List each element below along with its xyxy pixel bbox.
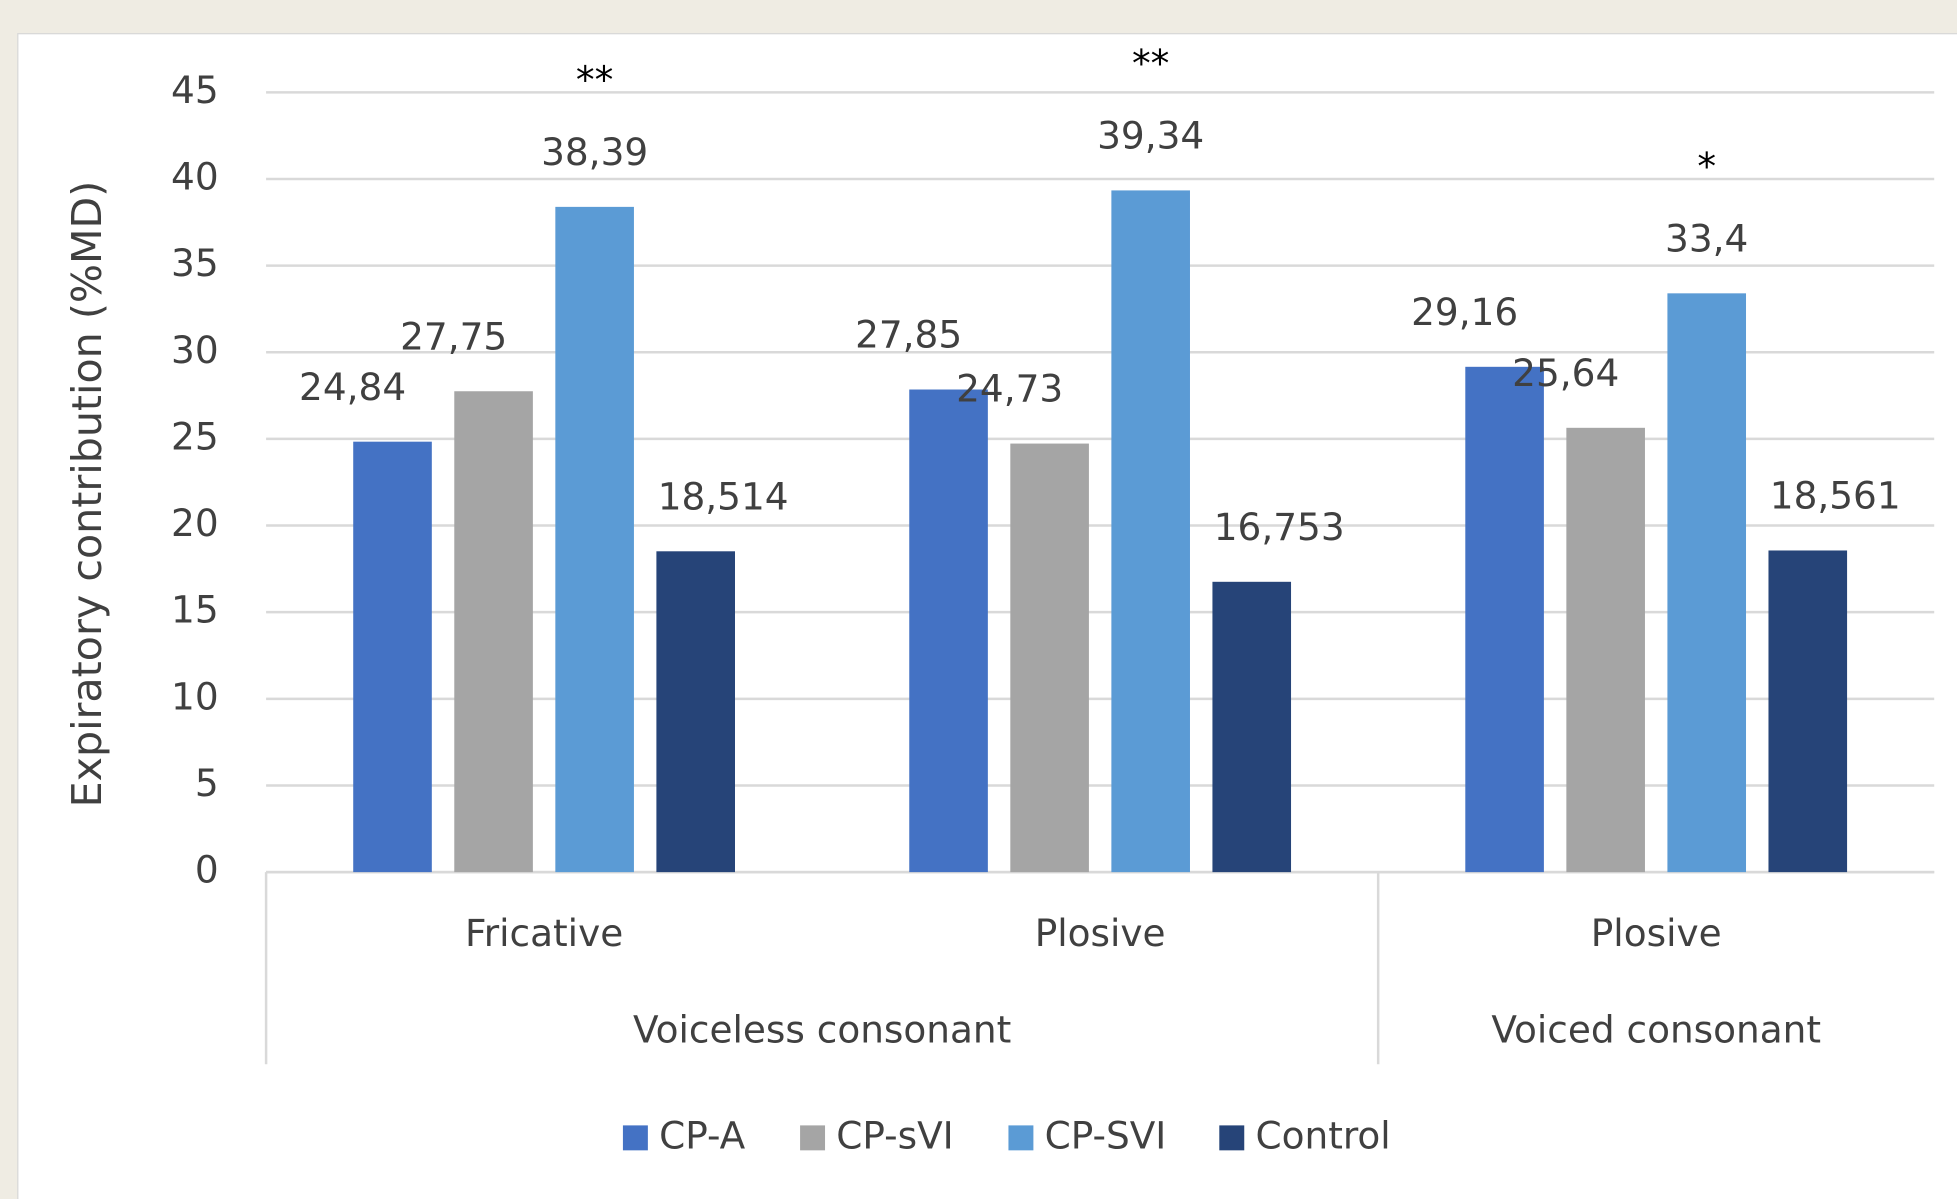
group-label: Voiceless consonant [633,1007,1011,1051]
data-label: 27,85 [855,313,962,357]
data-label: 27,75 [400,314,507,358]
y-tick-label: 0 [195,848,219,892]
legend-label: CP-sVI [836,1113,953,1157]
y-tick-label: 10 [171,674,219,718]
legend-swatch [1008,1125,1034,1151]
legend-swatch [800,1125,826,1151]
y-tick-label: 40 [171,154,219,198]
group-label: Voiced consonant [1491,1007,1821,1051]
y-tick-label: 35 [171,241,219,285]
bar [1010,443,1089,873]
bar [353,441,432,873]
significance-mark: * [1697,144,1716,188]
significance-mark: ** [1132,41,1169,85]
bar [1212,581,1292,873]
y-tick-label: 45 [171,68,219,112]
y-tick-label: 20 [171,501,219,545]
x-tick-label: Plosive [1591,911,1722,955]
data-label: 18,514 [658,474,789,518]
y-tick-label: 15 [171,588,219,632]
legend-label: CP-SVI [1045,1113,1167,1157]
y-tick-label: 30 [171,328,219,372]
bar [1768,550,1848,873]
data-label: 25,64 [1512,351,1619,395]
bar [909,389,988,873]
legend-swatch [1219,1125,1245,1151]
bar [1566,427,1645,873]
data-label: 16,753 [1214,505,1345,549]
data-label: 24,84 [299,365,406,409]
y-tick-label: 25 [171,414,219,458]
data-label: 38,39 [541,130,648,174]
bar [1667,293,1747,873]
data-label: 33,4 [1665,216,1748,260]
data-label: 29,16 [1411,290,1518,334]
bar [656,551,735,873]
y-axis-title: Expiratory contribution (%MD) [63,181,111,808]
x-tick-label: Plosive [1035,911,1166,955]
y-tick-label: 5 [195,761,219,805]
bar [454,391,533,873]
legend-swatch [622,1125,648,1151]
significance-mark: ** [576,58,613,102]
bar [1111,190,1190,873]
data-label: 39,34 [1097,114,1204,158]
legend-label: Control [1255,1113,1390,1157]
data-label: 24,73 [956,367,1063,411]
legend-label: CP-A [659,1113,746,1157]
bar [1465,366,1544,873]
data-label: 18,561 [1770,474,1901,518]
x-tick-label: Fricative [465,911,623,955]
bar [555,206,634,873]
